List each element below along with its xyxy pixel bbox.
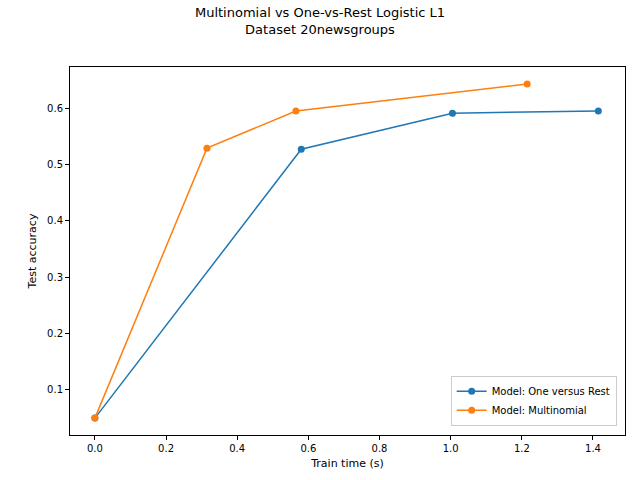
svg-text:Test accuracy: Test accuracy [26, 213, 39, 289]
svg-text:1.2: 1.2 [514, 443, 530, 454]
svg-text:0.6: 0.6 [300, 443, 316, 454]
svg-text:Train time (s): Train time (s) [310, 457, 384, 470]
svg-text:0.8: 0.8 [372, 443, 388, 454]
svg-text:1.4: 1.4 [585, 443, 601, 454]
svg-text:1.0: 1.0 [443, 443, 459, 454]
svg-text:0.4: 0.4 [47, 215, 63, 226]
svg-text:0.6: 0.6 [47, 103, 63, 114]
svg-text:Model: Multinomial: Model: Multinomial [492, 405, 587, 416]
svg-text:Multinomial vs One-vs-Rest Log: Multinomial vs One-vs-Rest Logistic L1Da… [195, 5, 445, 37]
svg-text:0.0: 0.0 [87, 443, 103, 454]
svg-text:0.2: 0.2 [158, 443, 174, 454]
svg-text:0.4: 0.4 [229, 443, 245, 454]
svg-text:0.2: 0.2 [47, 328, 63, 339]
svg-text:0.5: 0.5 [47, 159, 63, 170]
svg-text:Model: One versus Rest: Model: One versus Rest [492, 386, 610, 397]
svg-text:0.1: 0.1 [47, 384, 63, 395]
svg-text:0.3: 0.3 [47, 272, 63, 283]
